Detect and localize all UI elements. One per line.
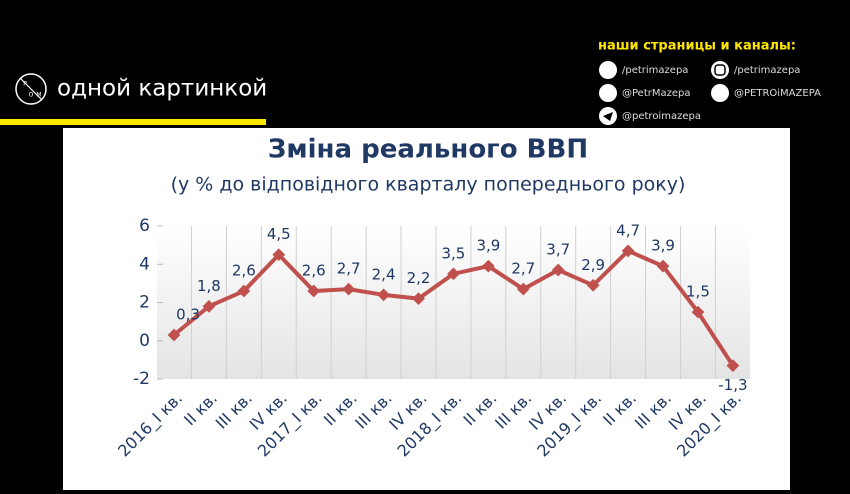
logo — [15, 73, 47, 105]
social-link[interactable]: @PetrMazepa — [622, 88, 691, 99]
data-label: 0,3 — [176, 306, 200, 324]
instagram-icon — [711, 61, 729, 79]
data-label: 3,5 — [442, 244, 466, 262]
data-point — [447, 267, 460, 281]
data-point — [342, 282, 356, 296]
data-label: 2,9 — [581, 256, 605, 274]
data-label: 2,7 — [337, 260, 361, 278]
social-link[interactable]: @petroimazepa — [622, 111, 701, 122]
y-tick-label: 6 — [139, 216, 150, 236]
facebook-icon — [599, 61, 617, 79]
data-label: 1,8 — [197, 277, 221, 295]
data-label: 3,7 — [546, 240, 570, 258]
social-heading: наши страницы и каналы: — [598, 39, 796, 54]
y-tick-label: 0 — [139, 331, 150, 351]
y-tick-label: 2 — [139, 293, 150, 313]
logo-slash — [19, 77, 43, 101]
data-label: 2,7 — [511, 260, 535, 278]
data-label: 3,9 — [651, 237, 675, 255]
data-label: -1,3 — [718, 376, 747, 394]
data-point — [272, 248, 286, 262]
social-link[interactable]: /petrimazepa — [734, 65, 800, 76]
data-point — [482, 259, 495, 273]
chart-title: Зміна реального ВВП — [268, 135, 588, 165]
data-point — [412, 292, 425, 306]
data-label: 3,9 — [476, 237, 500, 255]
data-point — [377, 288, 390, 302]
chart-subtitle: (у % до відповідного кварталу попередньо… — [171, 174, 686, 196]
reddit-icon — [711, 84, 729, 102]
logo-letter: P — [23, 81, 27, 88]
accent-bar — [0, 119, 266, 125]
data-label: 2,6 — [302, 262, 326, 280]
data-label: 2,4 — [372, 265, 396, 283]
data-label: 1,5 — [686, 283, 710, 301]
instagram-glyph — [714, 64, 726, 76]
social-link[interactable]: /petrimazepa — [622, 65, 688, 76]
social-link[interactable]: @PETROiMAZEPA — [734, 88, 821, 99]
social-links: /petrimazepa /petrimazepa @PetrMazepa @P… — [599, 61, 821, 125]
y-tick-label: -2 — [133, 369, 150, 389]
y-tick-label: 4 — [139, 254, 150, 274]
data-label: 4,7 — [616, 221, 640, 239]
data-label: 2,6 — [232, 262, 256, 280]
data-label: 4,5 — [267, 225, 291, 243]
data-label: 2,2 — [407, 269, 431, 287]
twitter-icon — [599, 84, 617, 102]
data-point — [167, 328, 181, 342]
site-title: одной картинкой — [57, 76, 267, 102]
logo-letter: O — [29, 92, 34, 99]
plot-area — [157, 226, 750, 379]
logo-letter: M — [36, 92, 41, 99]
data-point — [237, 284, 251, 298]
data-point — [202, 299, 216, 313]
data-point — [307, 284, 321, 298]
telegram-glyph — [603, 112, 613, 121]
